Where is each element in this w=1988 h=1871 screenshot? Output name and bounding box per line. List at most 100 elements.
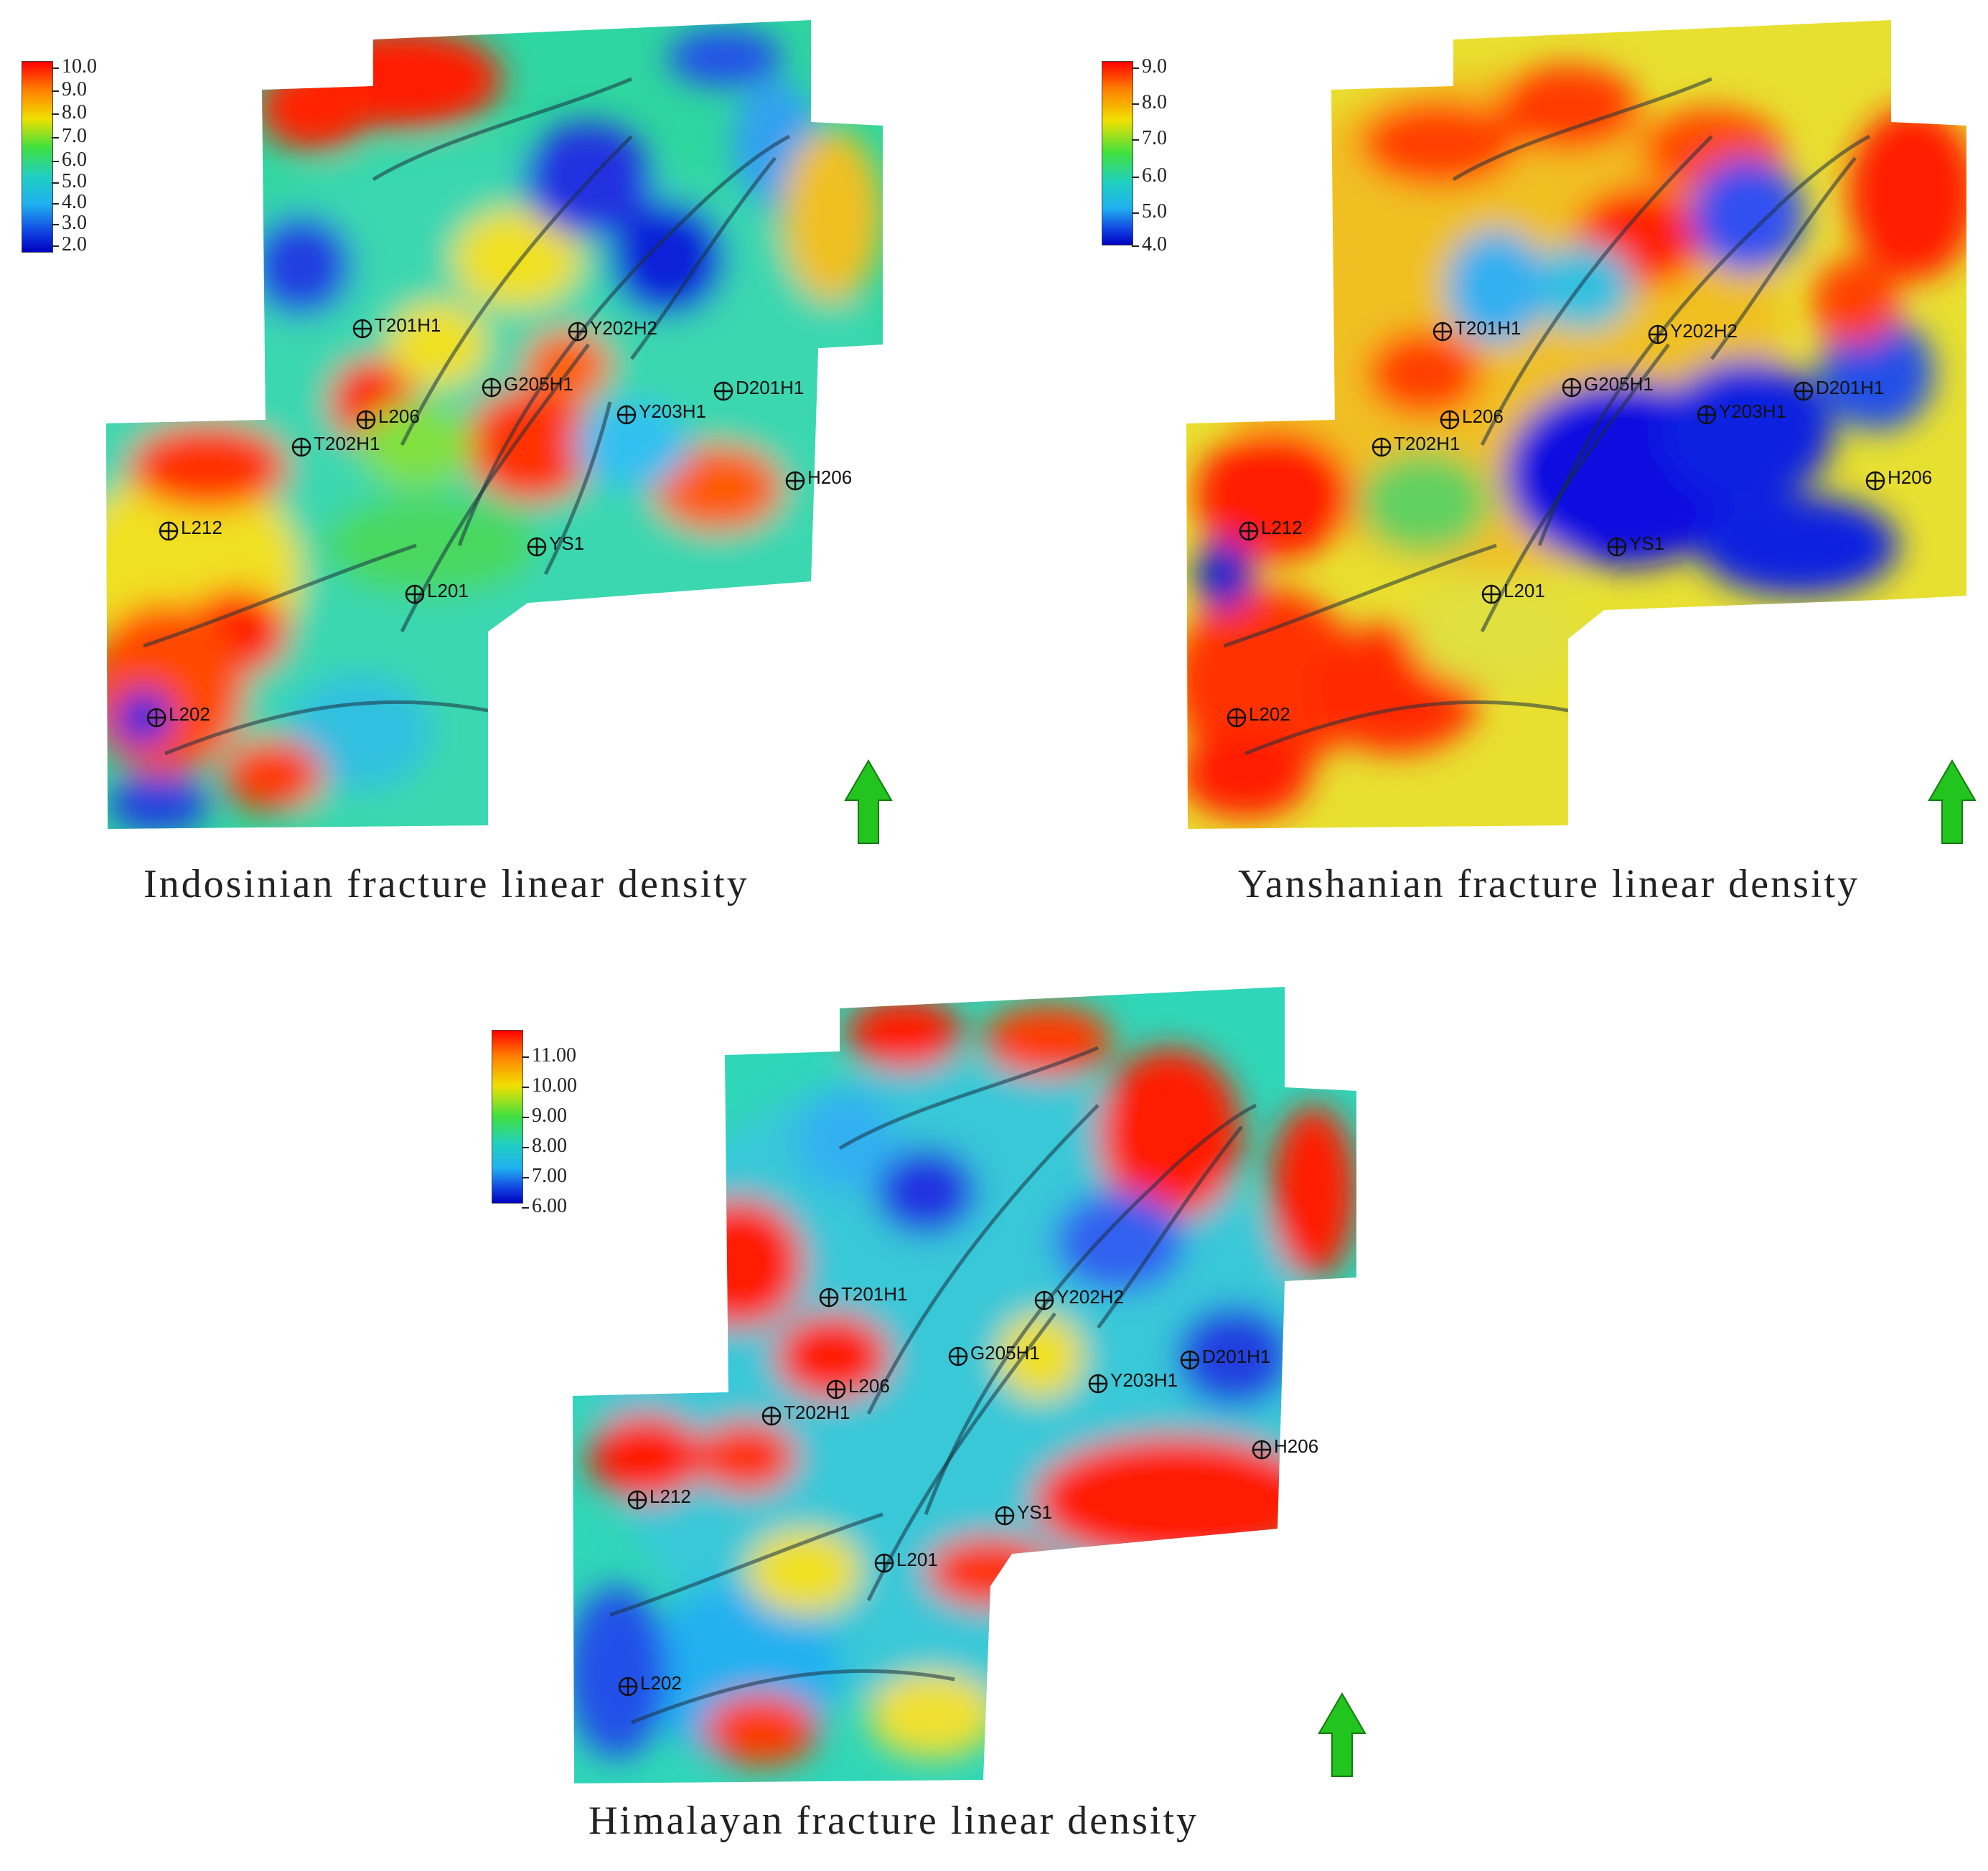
well-marker[interactable] <box>1648 324 1668 344</box>
well-marker[interactable] <box>1697 405 1717 425</box>
map-panel-yanshanian: T201H1 Y202H2 G205H1 D201H1 L206 Y203H1 … <box>994 0 1988 933</box>
legend-tick: 8.0 <box>1132 93 1167 113</box>
well-label-L206: L206 <box>1462 405 1504 427</box>
well-marker[interactable] <box>1440 410 1460 430</box>
legend-tick: 11.00 <box>522 1046 576 1066</box>
density-map-indosinian: T201H1 Y202H2 G205H1 D201H1 L206 Y203H1 … <box>106 20 893 844</box>
north-arrow-icon <box>1928 759 1977 844</box>
well-label-L201: L201 <box>896 1549 938 1570</box>
well-label-Y203H1: Y203H1 <box>1110 1369 1178 1391</box>
legend-tick: 6.0 <box>1132 166 1167 186</box>
map-caption-yanshanian: Yanshanian fracture linear density <box>1238 862 1860 906</box>
well-label-H206: H206 <box>1274 1435 1318 1457</box>
well-label-Y203H1: Y203H1 <box>1719 400 1786 422</box>
well-marker[interactable] <box>146 708 167 728</box>
well-label-T202H1: T202H1 <box>314 433 380 454</box>
well-marker[interactable] <box>1481 584 1501 604</box>
legend-tick: 7.0 <box>1132 128 1167 149</box>
well-marker[interactable] <box>819 1288 839 1308</box>
well-marker[interactable] <box>1227 708 1247 728</box>
well-label-T201H1: T201H1 <box>375 314 441 336</box>
well-label-L212: L212 <box>181 517 222 538</box>
well-marker[interactable] <box>159 521 179 541</box>
well-label-YS1: YS1 <box>1629 533 1664 554</box>
well-label-L206: L206 <box>848 1375 890 1397</box>
well-marker[interactable] <box>1034 1290 1054 1310</box>
well-label-G205H1: G205H1 <box>970 1342 1040 1364</box>
legend-tick: 9.0 <box>52 80 87 100</box>
north-arrow-icon <box>844 759 893 844</box>
well-marker[interactable] <box>761 1406 782 1426</box>
well-marker[interactable] <box>874 1553 894 1573</box>
legend-tick: 8.00 <box>522 1136 567 1156</box>
legend-tick: 3.0 <box>52 213 87 233</box>
well-label-T202H1: T202H1 <box>1394 433 1460 454</box>
well-label-L201: L201 <box>427 580 469 601</box>
well-label-Y202H2: Y202H2 <box>1056 1286 1124 1308</box>
well-label-Y202H2: Y202H2 <box>590 317 657 339</box>
well-label-D201H1: D201H1 <box>736 377 804 398</box>
well-marker[interactable] <box>1180 1350 1200 1370</box>
map-caption-indosinian: Indosinian fracture linear density <box>144 862 749 906</box>
well-markers <box>618 1288 1272 1697</box>
well-label-G205H1: G205H1 <box>504 373 573 395</box>
map-caption-himalayan: Himalayan fracture linear density <box>589 1799 1199 1843</box>
well-label-T202H1: T202H1 <box>784 1402 850 1423</box>
legend-tick: 2.0 <box>52 235 87 255</box>
well-marker[interactable] <box>1562 378 1582 398</box>
well-marker[interactable] <box>482 378 502 398</box>
well-label-L201: L201 <box>1504 580 1545 601</box>
well-label-L212: L212 <box>650 1486 691 1507</box>
well-label-YS1: YS1 <box>549 533 584 554</box>
legend-tick: 7.00 <box>522 1166 567 1186</box>
well-marker[interactable] <box>1088 1374 1108 1394</box>
legend-tick: 9.0 <box>1132 57 1167 77</box>
well-marker[interactable] <box>568 322 588 342</box>
well-label-Y203H1: Y203H1 <box>639 400 706 422</box>
well-marker[interactable] <box>291 437 311 457</box>
well-marker[interactable] <box>356 410 376 430</box>
well-label-D201H1: D201H1 <box>1202 1346 1270 1367</box>
well-marker[interactable] <box>1607 537 1627 557</box>
legend-tick: 8.0 <box>52 103 87 123</box>
well-label-D201H1: D201H1 <box>1816 377 1884 398</box>
density-map-yanshanian: T201H1 Y202H2 G205H1 D201H1 L206 Y203H1 … <box>1186 20 1977 844</box>
north-arrow-icon <box>1318 1692 1366 1777</box>
well-marker[interactable] <box>1239 521 1259 541</box>
legend-tick: 6.00 <box>522 1196 567 1216</box>
well-marker[interactable] <box>1372 437 1392 457</box>
legend-tick: 10.00 <box>522 1076 577 1096</box>
well-marker[interactable] <box>527 537 547 557</box>
well-markers <box>1227 322 1885 728</box>
well-label-T201H1: T201H1 <box>841 1283 908 1305</box>
well-marker[interactable] <box>1794 381 1814 401</box>
well-label-L206: L206 <box>378 405 420 427</box>
density-map-himalayan: T201H1 Y202H2 G205H1 D201H1 L206 Y203H1 … <box>573 987 1366 1783</box>
well-marker[interactable] <box>616 405 637 425</box>
well-marker[interactable] <box>948 1346 968 1366</box>
legend-tick: 9.00 <box>522 1106 567 1126</box>
well-marker[interactable] <box>1865 471 1885 491</box>
well-label-H206: H206 <box>807 466 852 488</box>
legend-tick: 4.0 <box>52 192 87 212</box>
well-label-YS1: YS1 <box>1017 1501 1052 1523</box>
well-label-L202: L202 <box>169 703 210 725</box>
well-label-L212: L212 <box>1261 517 1303 538</box>
well-marker[interactable] <box>352 319 372 339</box>
well-label-Y202H2: Y202H2 <box>1670 320 1738 342</box>
legend-tick: 4.0 <box>1132 235 1167 255</box>
well-marker[interactable] <box>627 1490 647 1510</box>
well-marker[interactable] <box>713 381 733 401</box>
well-marker[interactable] <box>785 471 805 491</box>
legend-tick: 7.0 <box>52 126 87 146</box>
well-marker[interactable] <box>995 1506 1015 1526</box>
well-label-H206: H206 <box>1888 466 1932 488</box>
well-marker[interactable] <box>405 584 425 604</box>
well-marker[interactable] <box>1252 1440 1272 1460</box>
well-label-T201H1: T201H1 <box>1455 317 1522 339</box>
well-marker[interactable] <box>1433 322 1453 342</box>
well-label-G205H1: G205H1 <box>1584 373 1654 395</box>
well-marker[interactable] <box>826 1379 846 1399</box>
map-panel-himalayan: T201H1 Y202H2 G205H1 D201H1 L206 Y203H1 … <box>488 955 1493 1871</box>
well-marker[interactable] <box>618 1677 638 1697</box>
